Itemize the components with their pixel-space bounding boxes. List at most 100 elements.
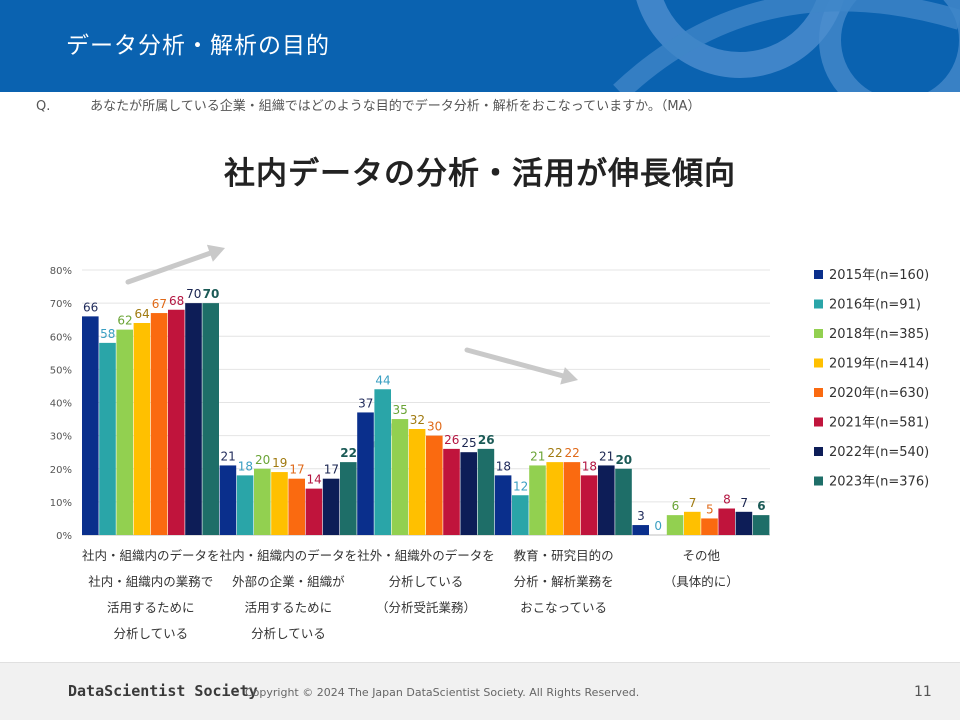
category-label: （具体的に）	[664, 574, 739, 589]
legend-label: 2021年(n=581)	[829, 416, 929, 431]
legend-label: 2015年(n=160)	[829, 268, 929, 283]
data-label: 20	[255, 453, 270, 467]
trend-arrow	[464, 347, 566, 379]
bar	[168, 309, 185, 535]
legend-label: 2019年(n=414)	[829, 357, 929, 372]
bar	[701, 518, 718, 535]
data-label: 0	[654, 519, 662, 533]
bar	[202, 303, 219, 535]
legend-swatch	[814, 476, 823, 486]
legend-label: 2018年(n=385)	[829, 327, 929, 342]
bar	[615, 468, 632, 535]
data-label: 32	[410, 413, 425, 427]
data-label: 37	[358, 396, 373, 410]
data-label: 58	[100, 327, 115, 341]
data-label: 12	[513, 479, 528, 493]
bar	[529, 465, 546, 535]
bar	[632, 525, 649, 535]
data-label: 62	[117, 314, 132, 328]
y-tick-label: 50%	[50, 365, 72, 376]
bar-chart: 0%10%20%30%40%50%60%70%80%66213718358184…	[50, 244, 929, 641]
bar	[236, 475, 254, 535]
data-label: 35	[393, 403, 408, 417]
data-label: 17	[289, 463, 304, 477]
decorative-circles	[613, 0, 960, 92]
trend-arrow-head	[560, 367, 578, 385]
data-label: 64	[135, 307, 150, 321]
data-label: 21	[221, 449, 236, 463]
bar	[374, 389, 391, 535]
trend-arrow-head	[206, 244, 225, 262]
data-label: 68	[169, 294, 184, 308]
data-label: 17	[324, 463, 339, 477]
question-label: Q.	[36, 99, 51, 114]
data-label: 8	[723, 493, 731, 507]
category-label: 分析している	[251, 626, 326, 641]
legend-label: 2022年(n=540)	[829, 445, 929, 460]
data-label: 70	[203, 287, 220, 301]
bar	[684, 511, 701, 535]
footer-logo: DataScientist Society	[68, 682, 258, 700]
y-tick-label: 20%	[50, 465, 72, 476]
data-label: 30	[427, 420, 442, 434]
y-tick-label: 70%	[50, 299, 72, 310]
data-label: 67	[152, 297, 167, 311]
y-tick-label: 0%	[56, 531, 72, 542]
bar	[408, 429, 426, 535]
legend-swatch	[814, 270, 823, 279]
copyright-text: Copyright © 2024 The Japan DataScientist…	[245, 686, 640, 699]
category-label: 社外・組織外のデータを	[357, 548, 495, 563]
category-label: 分析・解析業務を	[514, 574, 614, 589]
bar	[598, 465, 615, 535]
data-label: 7	[740, 496, 748, 510]
bar	[546, 462, 563, 535]
category-label: 活用するために	[107, 600, 195, 615]
bar	[185, 303, 202, 535]
data-label: 66	[83, 300, 98, 314]
category-label: 活用するために	[245, 600, 333, 615]
bar	[99, 342, 116, 535]
bar	[563, 462, 581, 535]
bar	[288, 478, 305, 535]
page-number: 11	[914, 684, 932, 700]
bar	[735, 511, 753, 535]
category-label: おこなっている	[520, 600, 607, 615]
bar	[580, 475, 598, 535]
y-tick-label: 40%	[50, 399, 72, 410]
data-label: 20	[615, 453, 632, 467]
bar	[219, 465, 237, 535]
bar	[512, 495, 529, 535]
bar	[460, 452, 477, 535]
data-label: 70	[186, 287, 201, 301]
trend-arrow	[125, 250, 213, 285]
data-label: 14	[307, 473, 322, 487]
category-label: 外部の企業・組織が	[232, 574, 345, 589]
question-text: あなたが所属している企業・組織ではどのような目的でデータ分析・解析をおこなってい…	[90, 99, 701, 114]
category-label: 分析している	[113, 626, 188, 641]
bar	[443, 448, 460, 535]
bar	[340, 462, 357, 535]
data-label: 22	[340, 446, 357, 460]
legend-swatch	[814, 388, 823, 397]
bar	[494, 475, 512, 535]
data-label: 22	[547, 446, 562, 460]
y-tick-label: 80%	[50, 266, 72, 277]
legend-swatch	[814, 329, 823, 338]
footer: DataScientist Society Copyright © 2024 T…	[0, 662, 960, 720]
data-label: 3	[637, 509, 645, 523]
bar	[150, 313, 168, 535]
category-label: 教育・研究目的の	[514, 548, 614, 563]
category-label: 分析している	[389, 574, 464, 589]
legend-label: 2016年(n=91)	[829, 298, 921, 313]
data-label: 21	[599, 449, 614, 463]
category-label: その他	[682, 548, 720, 563]
bar	[322, 478, 340, 535]
legend-swatch	[814, 299, 823, 309]
category-label: 社内・組織内のデータを	[220, 548, 358, 563]
data-label: 19	[272, 456, 287, 470]
legend-swatch	[814, 447, 823, 456]
legend-label: 2020年(n=630)	[829, 386, 929, 401]
data-label: 21	[530, 449, 545, 463]
data-label: 22	[565, 446, 580, 460]
bar	[82, 316, 99, 535]
